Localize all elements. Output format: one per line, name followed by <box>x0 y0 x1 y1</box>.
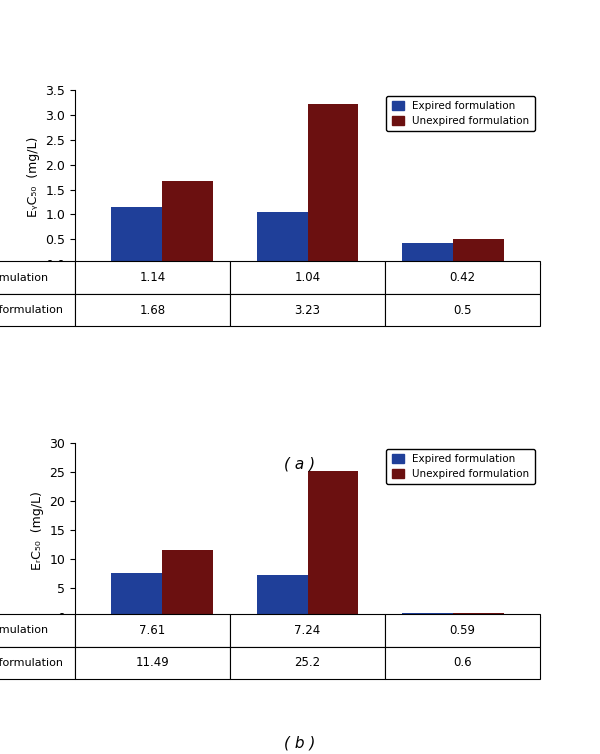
Bar <box>402 614 453 617</box>
Bar <box>112 573 162 617</box>
Bar <box>308 471 358 617</box>
Bar <box>257 213 308 264</box>
Bar <box>112 207 162 264</box>
Bar <box>453 614 503 617</box>
Bar <box>162 550 213 617</box>
Bar <box>257 575 308 617</box>
Bar <box>162 181 213 264</box>
Text: ( a ): ( a ) <box>284 456 316 471</box>
Bar <box>453 239 503 264</box>
Y-axis label: EᵣC₅₀  (mg/L): EᵣC₅₀ (mg/L) <box>31 491 44 569</box>
Legend: Expired formulation, Unexpired formulation: Expired formulation, Unexpired formulati… <box>386 96 535 131</box>
Bar <box>402 243 453 264</box>
Y-axis label: EᵧC₅₀  (mg/L): EᵧC₅₀ (mg/L) <box>27 137 40 217</box>
Legend: Expired formulation, Unexpired formulation: Expired formulation, Unexpired formulati… <box>386 449 535 484</box>
Text: ( b ): ( b ) <box>284 735 316 750</box>
Bar <box>308 104 358 264</box>
